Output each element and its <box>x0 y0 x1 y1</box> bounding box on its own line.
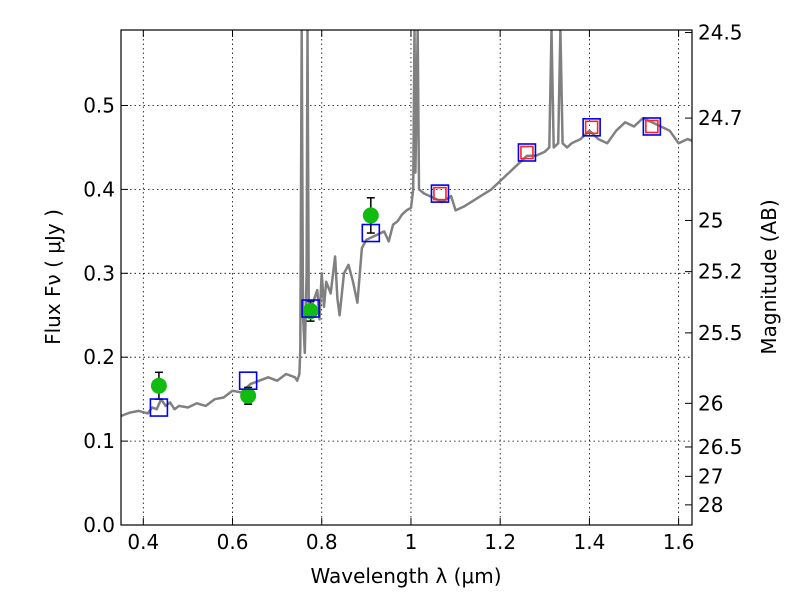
model-photometry-point <box>430 184 450 203</box>
y-tick-label: 0.1 <box>83 429 115 453</box>
model-photometry-point <box>642 117 662 136</box>
y-tick-label: 0.4 <box>83 177 115 201</box>
series-group <box>121 30 692 418</box>
y-tick-label: 0.3 <box>83 261 115 285</box>
predicted-photometry-point <box>433 186 447 201</box>
right-tick-label: 26 <box>698 391 723 415</box>
axis-ticks: 0.4 0.6 0.8 1 1.2 1.4 1.6 0.0 0.1 0.2 0.3 0.4 0.5 24.… <box>83 21 742 554</box>
grid <box>121 30 692 526</box>
x-tick-label: 1.2 <box>484 530 516 554</box>
x-tick-label: 0.6 <box>217 530 249 554</box>
right-tick-label: 24.7 <box>698 106 743 130</box>
right-tick-label: 25.2 <box>698 260 743 284</box>
predicted-photometry-point <box>645 119 659 134</box>
y-axis-label: Flux Fν ( μJy ) <box>41 209 65 345</box>
right-tick-label: 26.5 <box>698 435 743 459</box>
right-tick-label: 27 <box>698 464 723 488</box>
observed-point <box>362 207 379 224</box>
model-photometry-point <box>361 223 381 243</box>
x-tick-label: 1.4 <box>573 530 605 554</box>
observed-point <box>302 303 319 320</box>
x-tick-label: 0.4 <box>127 530 159 554</box>
plot-frame <box>120 29 693 526</box>
spectrum-line <box>121 30 692 418</box>
model-photometry-point <box>301 299 320 318</box>
model-photometry-point <box>582 118 601 137</box>
y-tick-label: 0.2 <box>83 345 115 369</box>
predicted-photometry-point <box>584 120 599 135</box>
plot-area <box>121 30 692 418</box>
model-photometry-point <box>238 371 258 390</box>
observed-point <box>150 377 167 394</box>
y-tick-label: 0.5 <box>83 94 115 118</box>
x-tick-label: 1.6 <box>663 530 695 554</box>
x-tick-label: 1 <box>405 530 418 554</box>
right-tick-label: 25.5 <box>698 321 743 345</box>
x-tick-label: 0.8 <box>306 530 338 554</box>
y-tick-label: 0.0 <box>83 513 115 537</box>
right-tick-label: 24.5 <box>698 21 743 45</box>
x-axis-label: Wavelength λ (μm) <box>310 564 501 588</box>
right-tick-label: 28 <box>698 493 723 517</box>
model-photometry-point <box>149 398 169 417</box>
model-photometry-point <box>517 143 537 162</box>
right-axis-label: Magnitude (AB) <box>757 199 781 354</box>
observed-point <box>240 387 257 404</box>
right-tick-label: 25 <box>698 208 723 232</box>
predicted-photometry-point <box>520 145 534 160</box>
